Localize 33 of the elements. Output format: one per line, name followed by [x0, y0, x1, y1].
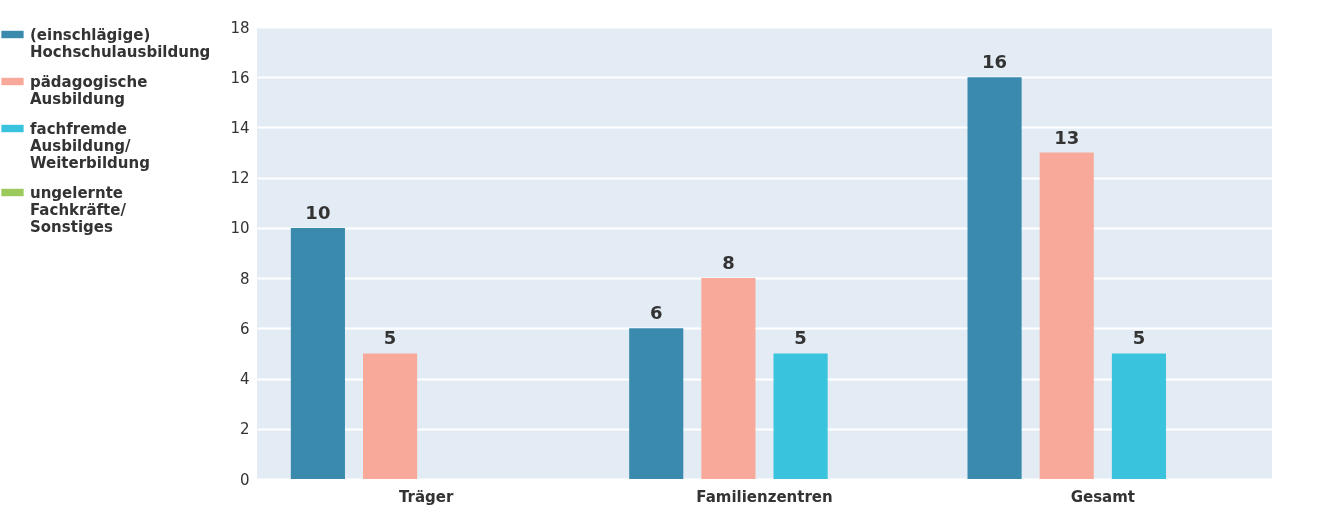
- bar: [1111, 353, 1166, 479]
- bar: [629, 328, 684, 479]
- y-tick-label: 0: [239, 470, 250, 489]
- data-label: 8: [722, 252, 735, 274]
- y-tick-label: 14: [230, 118, 250, 137]
- y-tick-label: 18: [230, 18, 250, 37]
- y-tick-label: 10: [230, 219, 250, 238]
- data-label: 10: [305, 201, 331, 223]
- data-label: 5: [794, 327, 807, 349]
- y-tick-label: 16: [230, 68, 250, 87]
- data-label: 5: [1132, 327, 1146, 349]
- data-label: 6: [649, 302, 663, 324]
- bar: [1039, 152, 1094, 479]
- legend-label: ungelernte Fachkräfte/Sonstiges: [30, 183, 127, 236]
- x-tick-label: Träger: [398, 487, 454, 506]
- bar: [363, 353, 418, 479]
- x-tick-label: Familienzentren: [696, 487, 833, 506]
- bar: [967, 77, 1022, 479]
- bar: [701, 278, 756, 479]
- data-label: 13: [1054, 126, 1080, 148]
- y-tick-label: 2: [239, 420, 250, 439]
- bar: [290, 227, 345, 479]
- legend-label: (einschlägige) Hochschulausbildung: [30, 25, 211, 61]
- data-label: 5: [383, 327, 397, 349]
- y-tick-label: 8: [239, 269, 250, 288]
- y-tick-label: 12: [230, 169, 250, 188]
- y-tick-label: 6: [239, 319, 250, 338]
- bar: [773, 353, 828, 479]
- legend-label: pädagogische Ausbildung: [30, 72, 148, 108]
- legend-label: fachfremde Ausbildung/Weiterbildung: [30, 119, 150, 172]
- y-tick-label: 4: [239, 370, 250, 389]
- x-tick-label: Gesamt: [1070, 487, 1136, 506]
- data-label: 16: [982, 51, 1008, 73]
